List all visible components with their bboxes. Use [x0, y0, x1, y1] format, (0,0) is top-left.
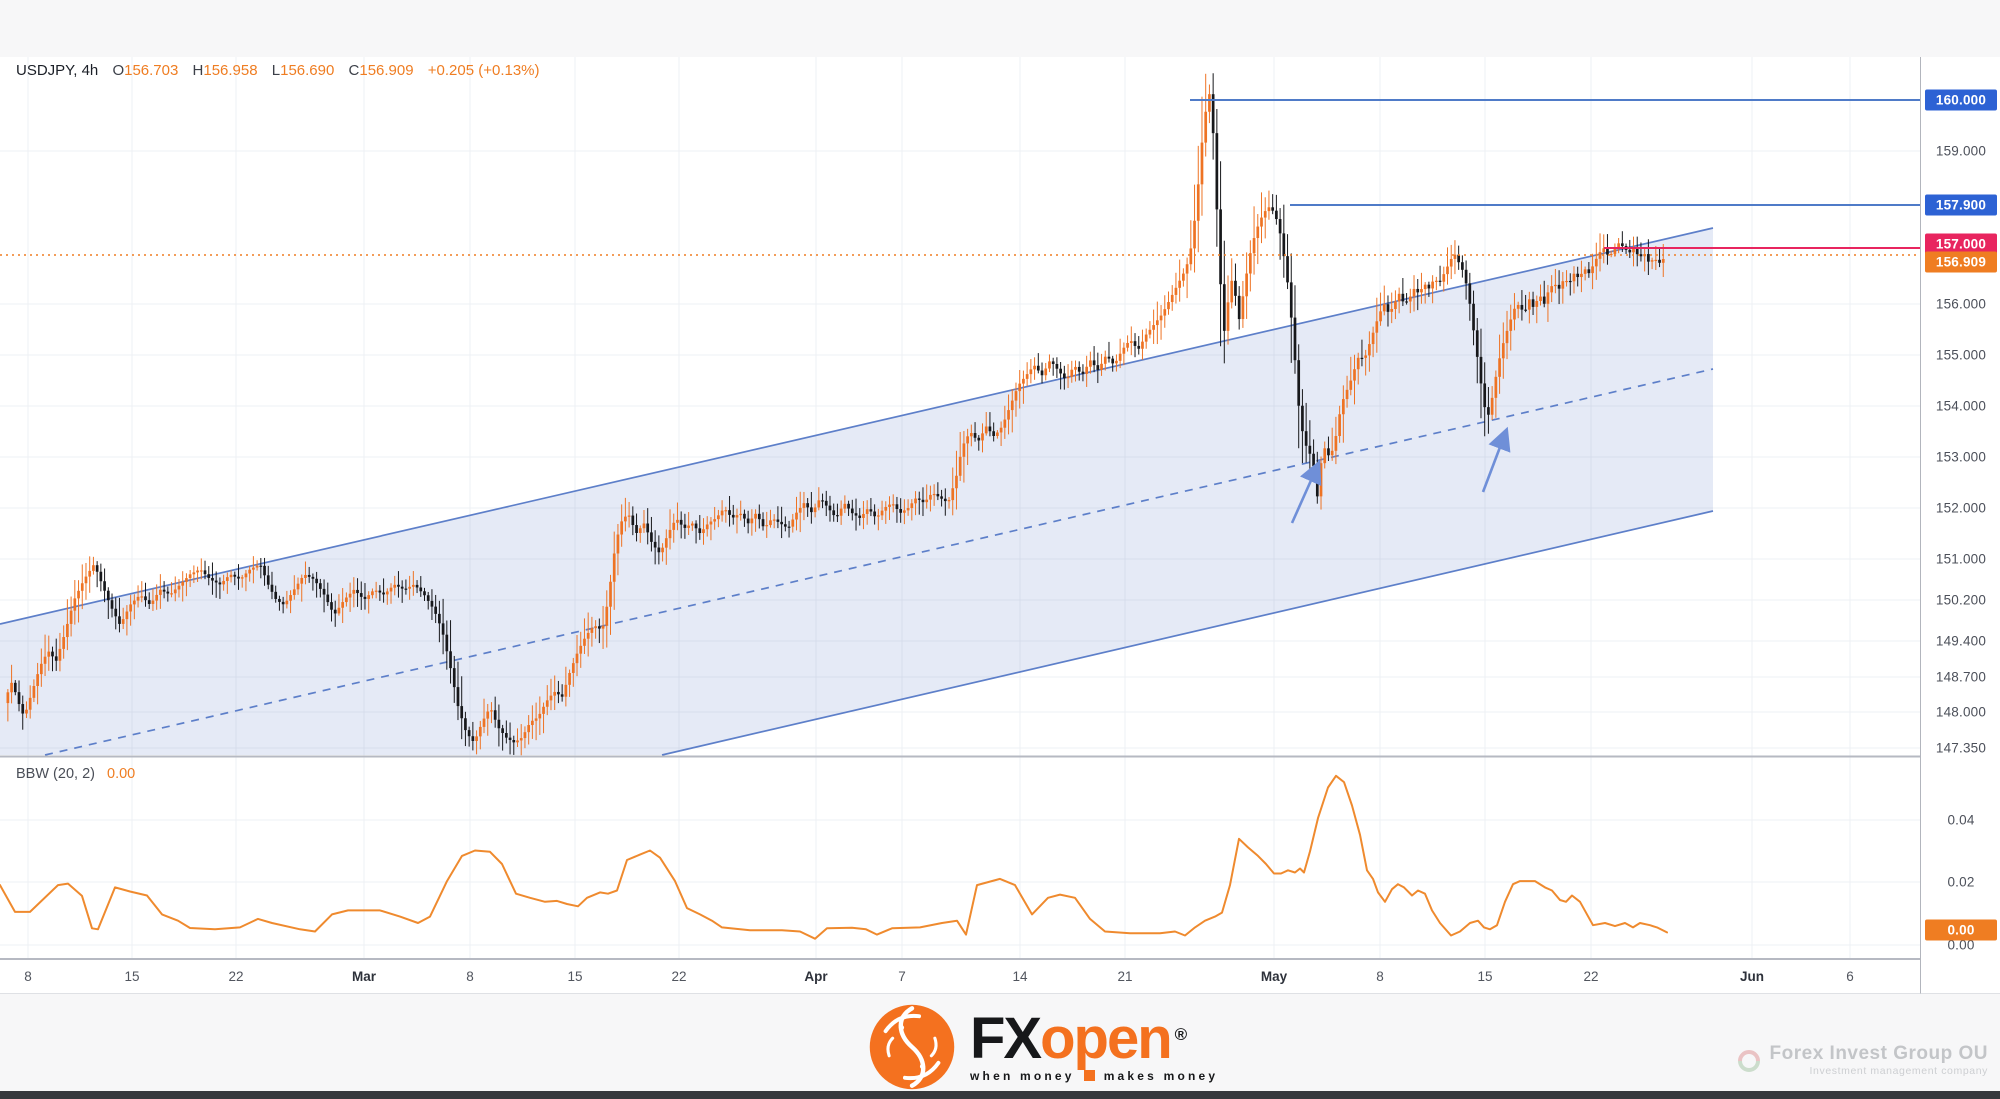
tagline-square-icon — [1083, 1070, 1095, 1081]
time-label-day: 6 — [1846, 969, 1854, 984]
time-label-day: 15 — [567, 969, 583, 984]
time-label-day: 22 — [1583, 969, 1599, 984]
price-label: 156.000 — [1935, 296, 1987, 312]
low-value: 156.690 — [280, 62, 335, 79]
trend-channel — [0, 227, 1714, 756]
low-key: L — [271, 62, 281, 79]
price-label: 151.000 — [1935, 551, 1987, 567]
open-value: 156.703 — [124, 62, 179, 79]
price-levels — [0, 99, 1920, 256]
fxopen-bull-bear-icon — [869, 1004, 955, 1090]
price-label-blue: 157.900 — [1925, 194, 1997, 216]
bottom-bar — [0, 1091, 2000, 1099]
indicator-value: 0.00 — [107, 766, 136, 782]
price-label-orange: 156.909 — [1925, 251, 1997, 273]
high-value: 156.958 — [203, 62, 258, 79]
price-label: 148.700 — [1935, 669, 1987, 685]
time-label-day: 8 — [466, 969, 474, 984]
price-label: 153.000 — [1935, 449, 1987, 465]
time-label-day: 22 — [228, 969, 244, 984]
price-label: 149.400 — [1935, 633, 1987, 649]
indicator-legend[interactable]: BBW (20, 2) 0.00 — [16, 766, 135, 782]
fxopen-wordmark: FXopen ® — [970, 1005, 1188, 1071]
price-label: 152.000 — [1935, 500, 1987, 516]
footer-band — [0, 993, 2000, 1091]
price-axis[interactable]: 160.000 159.000 157.900 157.000 156.909 156.0… — [1920, 57, 2000, 992]
candlesticks — [6, 73, 1665, 756]
bbw-scale-label: 0.04 — [1947, 812, 1975, 828]
watermark-subtitle: Investment management company — [1809, 1065, 1988, 1077]
change-value: +0.205 (+0.13%) — [427, 62, 540, 79]
watermark-title: Forex Invest Group OU — [1769, 1043, 1988, 1064]
price-chart-canvas[interactable] — [0, 57, 1920, 993]
time-label-month: May — [1260, 969, 1288, 984]
price-label: 154.000 — [1935, 398, 1987, 414]
price-label: 148.000 — [1935, 704, 1987, 720]
time-label-day: 22 — [671, 969, 687, 984]
price-label: 147.350 — [1935, 740, 1987, 756]
time-label-day: 15 — [1477, 969, 1493, 984]
time-label-day: 21 — [1117, 969, 1133, 984]
price-label-blue: 160.000 — [1925, 89, 1997, 111]
buy-signal-arrows — [1290, 426, 1511, 524]
bbw-value-badge: 0.00 — [1925, 919, 1997, 941]
indicator-name[interactable]: BBW (20, 2) — [16, 766, 95, 782]
forex-invest-watermark: Forex Invest Group OU Investment managem… — [1737, 1044, 1988, 1077]
open-key: O — [112, 62, 125, 79]
time-axis[interactable]: 8 15 22 Mar 8 15 22 Apr 7 14 21 May 8 15 22 Jun 6 — [0, 960, 1920, 994]
bbw-scale-label: 0.00 — [1947, 937, 1975, 953]
time-label-month: Jun — [1739, 969, 1765, 984]
price-label: 155.000 — [1935, 347, 1987, 363]
time-label-day: 7 — [898, 969, 906, 984]
time-label-day: 8 — [24, 969, 32, 984]
time-label-day: 8 — [1376, 969, 1384, 984]
time-label-month: Apr — [804, 969, 828, 984]
price-label: 150.200 — [1935, 592, 1987, 608]
bbw-scale-label: 0.02 — [1947, 874, 1975, 890]
bbw-line — [0, 774, 1668, 940]
close-key: C — [348, 62, 360, 79]
time-label-month: Mar — [351, 969, 377, 984]
registered-mark: ® — [1174, 1024, 1188, 1044]
chart-widget — [0, 57, 2000, 993]
time-label-day: 15 — [124, 969, 140, 984]
symbol-title[interactable]: USDJPY, 4h — [16, 62, 99, 79]
close-value: 156.909 — [359, 62, 414, 79]
symbol-legend[interactable]: USDJPY, 4h O156.703 H156.958 L156.690 C1… — [16, 62, 540, 79]
top-margin-strip — [0, 0, 2000, 58]
fxopen-tagline: when money makes money — [970, 1068, 1219, 1083]
price-label-pink: 157.000 — [1925, 233, 1997, 255]
fxopen-logo: FXopen ® when money makes money — [868, 1002, 1218, 1092]
time-label-day: 14 — [1012, 969, 1028, 984]
forex-invest-ring-icon — [1737, 1049, 1760, 1072]
high-key: H — [192, 62, 204, 79]
price-label: 159.000 — [1935, 143, 1987, 159]
